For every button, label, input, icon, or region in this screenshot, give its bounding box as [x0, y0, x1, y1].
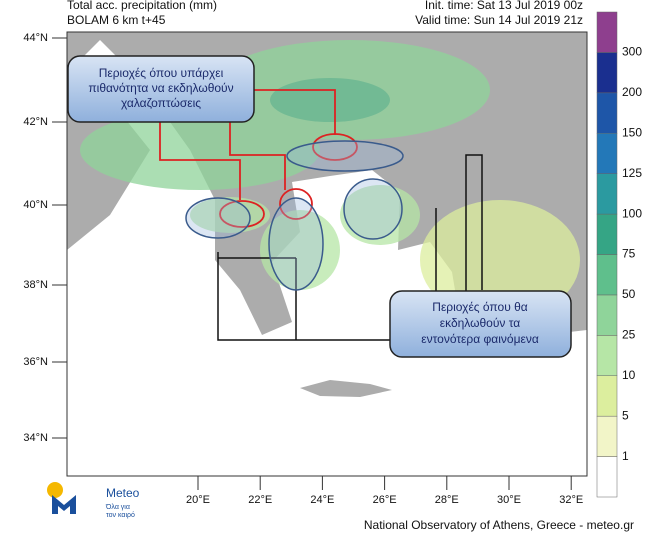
annotation-line: πιθανότητα να εκδηλωθούν [88, 81, 233, 95]
lat-label: 38°N [23, 279, 48, 291]
logo: Meteo Όλα για τον καιρό [47, 482, 140, 519]
lon-label: 30°E [497, 494, 521, 506]
hail-links [159, 89, 358, 228]
lat-label: 44°N [23, 32, 48, 44]
title-left-2: BOLAM 6 km t+45 [67, 13, 166, 27]
colorbar-label: 10 [622, 368, 636, 382]
footer: National Observatory of Athens, Greece -… [364, 518, 634, 532]
lon-label: 28°E [435, 494, 459, 506]
annotation-line: Περιοχές όπου θα [432, 300, 527, 314]
logo-tagline: Όλα για [105, 504, 130, 511]
lon-label: 24°E [310, 494, 334, 506]
colorbar-label: 300 [622, 45, 642, 59]
title-right-1: Init. time: Sat 13 Jul 2019 00z [425, 0, 583, 12]
colorbar-bin [596, 415, 618, 457]
colorbar-label: 1 [622, 449, 629, 463]
colorbar-bin [596, 213, 618, 255]
colorbar-label: 50 [622, 287, 636, 301]
colorbar-label: 150 [622, 125, 642, 139]
colorbar-label: 100 [622, 206, 642, 220]
colorbar-bin [596, 92, 618, 134]
lon-label: 32°E [559, 494, 583, 506]
colorbar-label: 125 [622, 166, 642, 180]
annotation-line: εντονότερα φαινόμενα [421, 332, 539, 346]
map-frame [66, 31, 588, 477]
title-left-1: Total acc. precipitation (mm) [67, 0, 217, 12]
colorbar-label: 75 [622, 247, 636, 261]
annotation-hail: Περιοχές όπου υπάρχει πιθανότητα να εκδη… [67, 55, 255, 123]
colorbar-bin [596, 294, 618, 336]
title-right-2: Valid time: Sun 14 Jul 2019 21z [415, 13, 583, 27]
colorbar-bin [596, 375, 618, 417]
colorbar-label: 200 [622, 85, 642, 99]
colorbar-bin [596, 11, 618, 53]
lon-label: 20°E [186, 494, 210, 506]
annotation-line: εκδηλωθούν τα [440, 316, 521, 330]
logo-name: Meteo [106, 486, 140, 500]
colorbar-bin [596, 456, 618, 498]
lon-label: 22°E [248, 494, 272, 506]
lat-label: 34°N [23, 432, 48, 444]
colorbar-label: 5 [622, 408, 629, 422]
colorbar-bin [596, 173, 618, 215]
lat-label: 36°N [23, 356, 48, 368]
intense-areas [185, 140, 404, 291]
colorbar-label: 25 [622, 328, 636, 342]
annotation-line: χαλαζοπτώσεις [121, 96, 201, 110]
map [67, 32, 587, 476]
logo-tagline: τον καιρό [106, 511, 135, 519]
annotation-line: Περιοχές όπου υπάρχει [99, 66, 224, 80]
lat-label: 42°N [23, 116, 48, 128]
lat-label: 40°N [23, 199, 48, 211]
colorbar-bin [596, 254, 618, 296]
colorbar: 1 5 10 25 50 75 100 125 150 200 300 [596, 11, 642, 498]
colorbar-bin [596, 52, 618, 94]
annotation-intense: Περιοχές όπου θα εκδηλωθούν τα εντονότερ… [389, 290, 572, 358]
colorbar-bin [596, 133, 618, 174]
colorbar-bin [596, 335, 618, 377]
lon-label: 26°E [373, 494, 397, 506]
